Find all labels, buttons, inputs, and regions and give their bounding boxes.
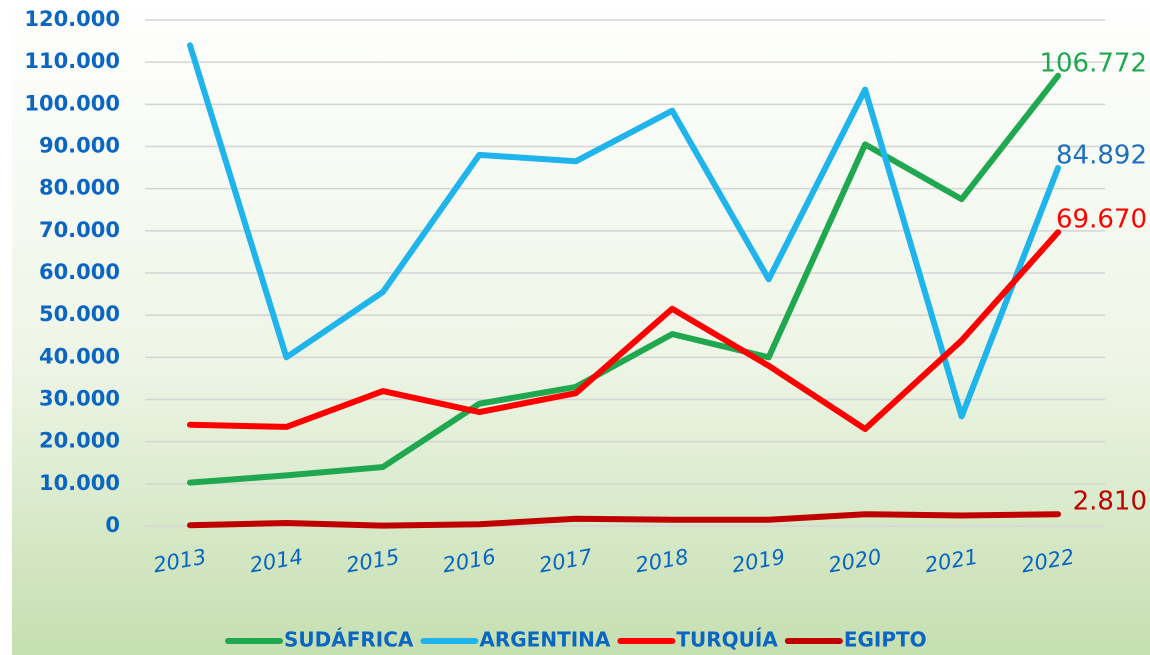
y-tick-label: 70.000 [39,218,120,242]
y-tick-label: 0 [105,513,120,537]
y-tick-label: 100.000 [24,91,120,115]
y-tick-label: 20.000 [39,429,120,453]
data-label: 84.892 [1056,141,1147,171]
legend-label: ARGENTINA [479,628,611,652]
y-tick-label: 30.000 [39,387,120,411]
y-tick-label: 40.000 [39,344,120,368]
y-tick-label: 120.000 [24,7,120,31]
legend-label: TURQUÍA [676,628,778,652]
y-tick-label: 10.000 [39,471,120,495]
legend-label: SUDÁFRICA [284,628,414,652]
series-line [187,229,1061,432]
series-line [187,511,1061,529]
series-line [187,72,1061,486]
y-tick-label: 50.000 [39,302,120,326]
series-line [187,42,1061,420]
y-tick-label: 90.000 [39,134,120,158]
y-tick-label: 110.000 [24,49,120,73]
y-tick-label: 80.000 [39,176,120,200]
legend-label: EGIPTO [844,628,927,652]
data-label: 106.772 [1039,48,1147,78]
data-label: 69.670 [1056,205,1147,235]
data-label: 2.810 [1073,487,1147,517]
chart-background [12,0,1150,655]
y-tick-label: 60.000 [39,260,120,284]
